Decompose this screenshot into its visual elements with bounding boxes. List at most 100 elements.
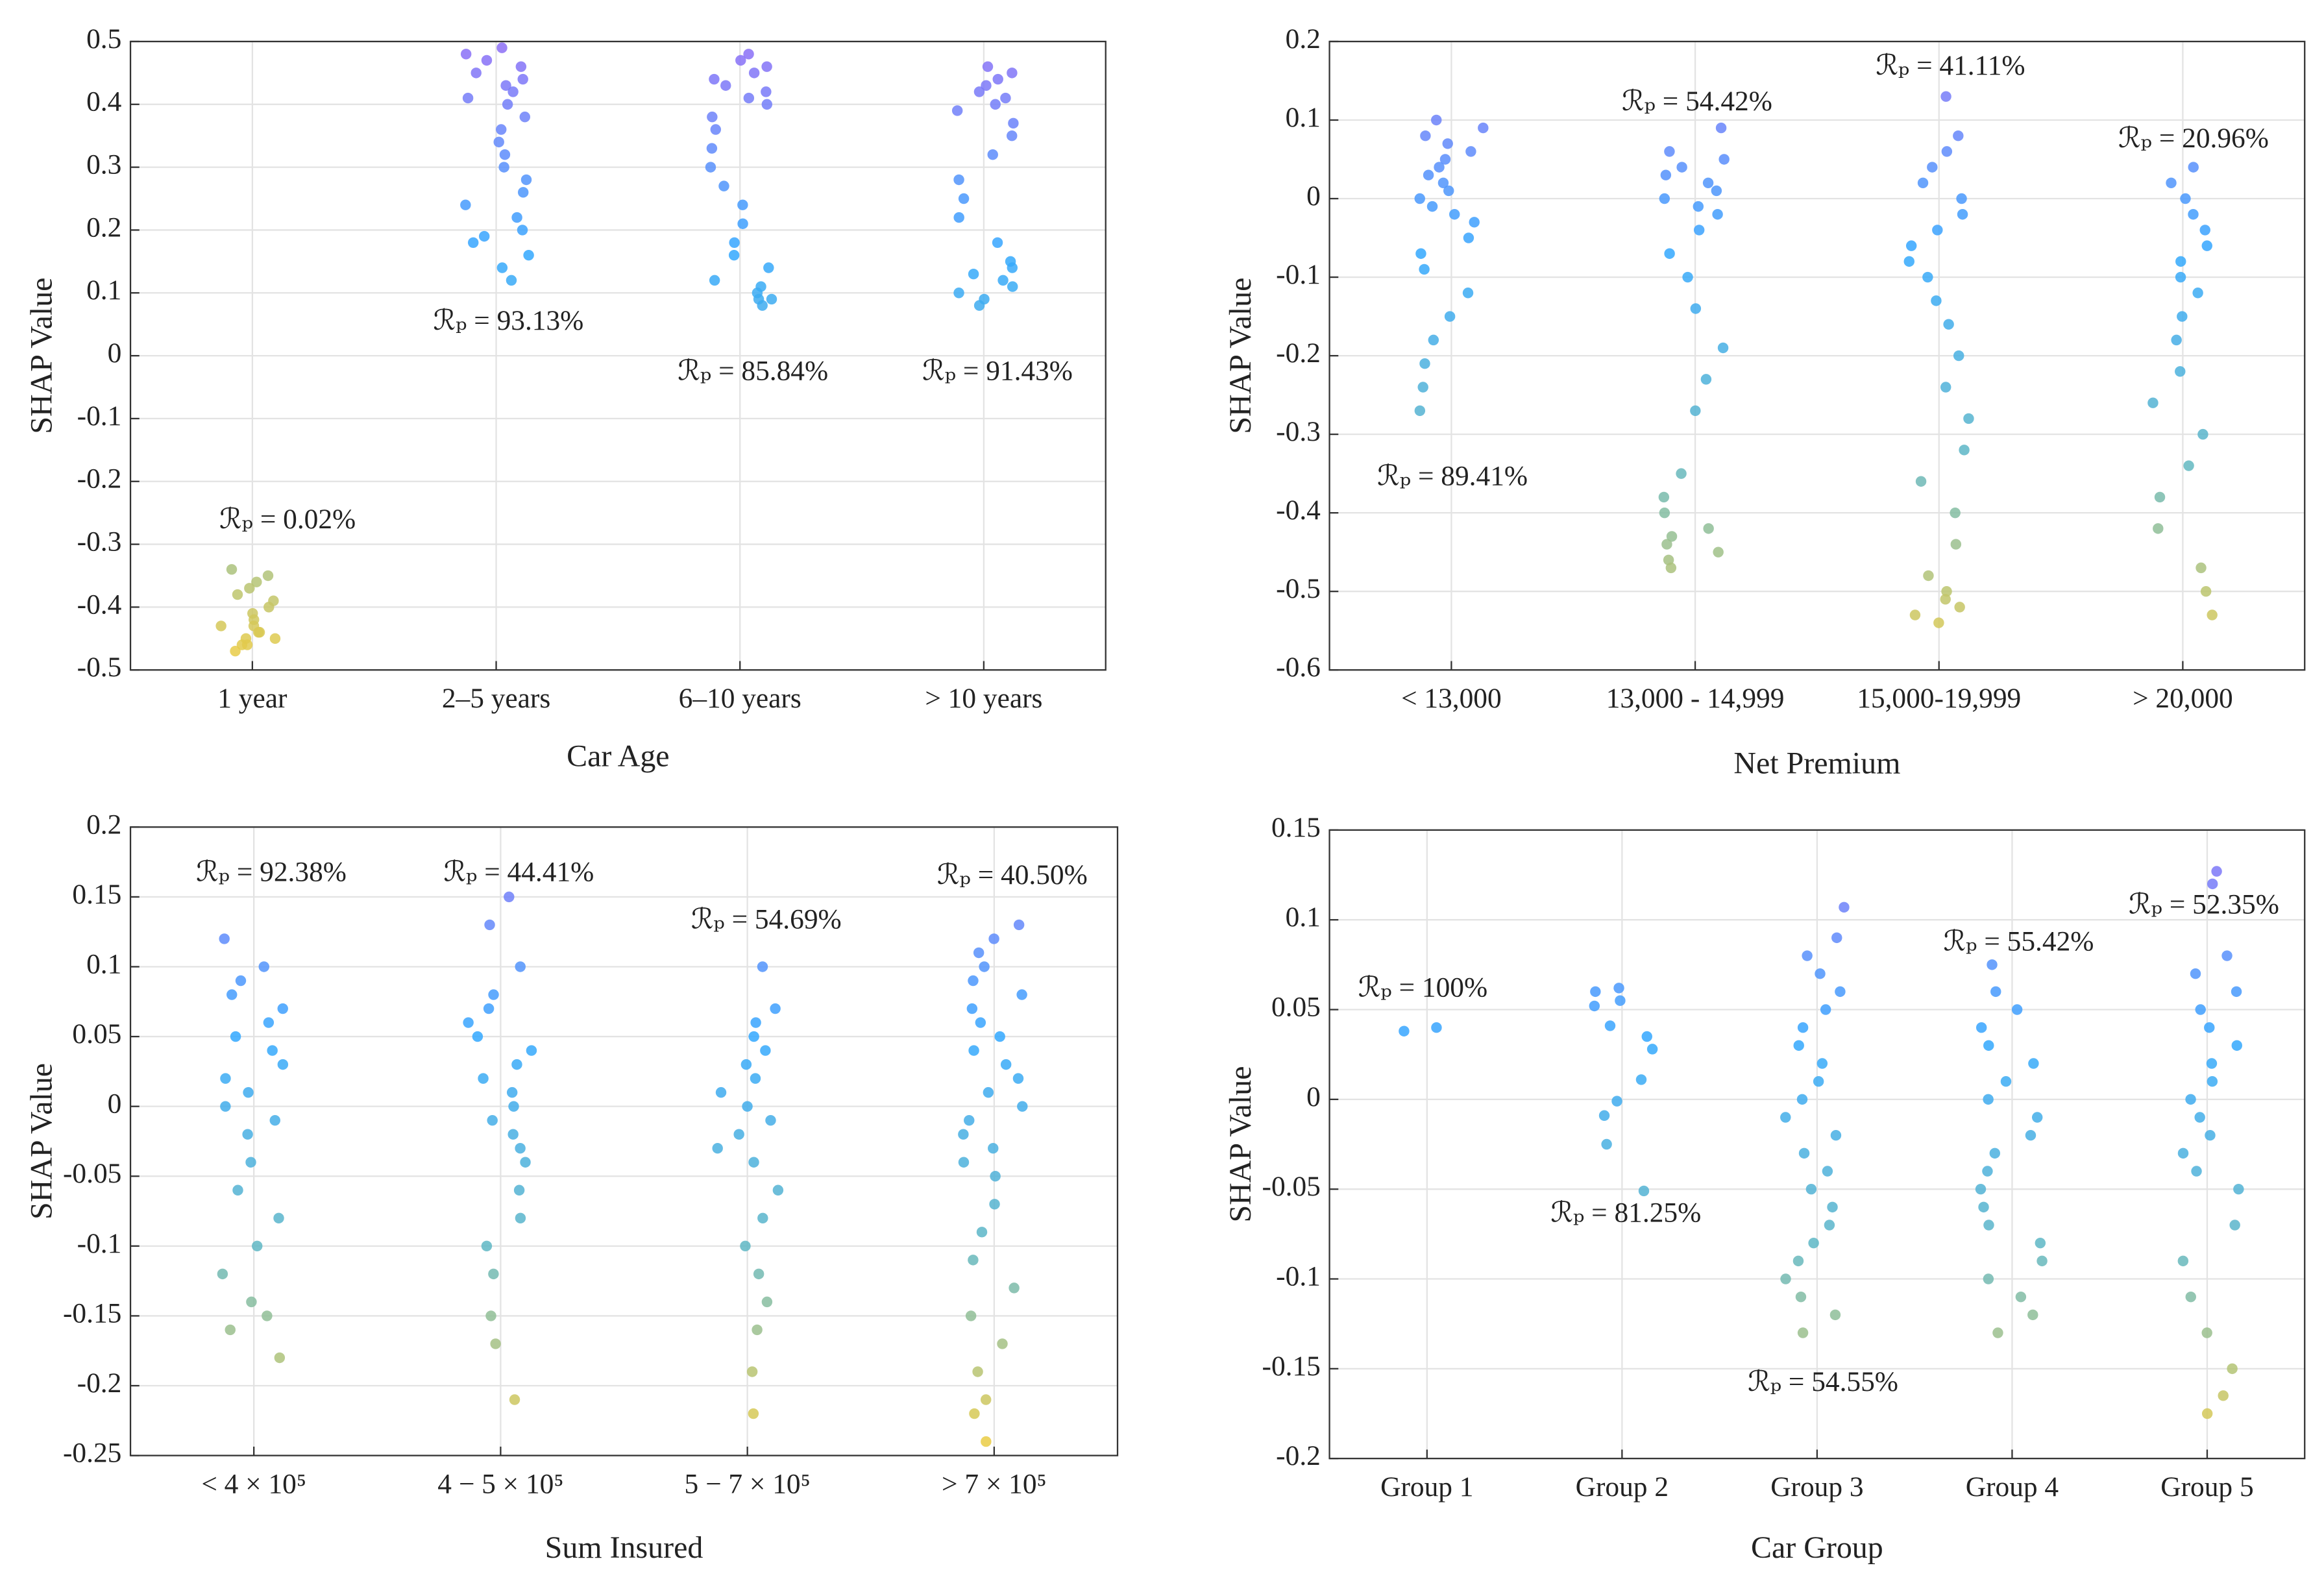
point — [2227, 1363, 2238, 1375]
point — [2200, 585, 2212, 597]
point — [242, 1129, 253, 1140]
point — [1419, 264, 1430, 275]
annotation: ℛₚ = 91.43% — [922, 355, 1073, 386]
point — [973, 86, 985, 97]
y-tick-label: -0.05 — [63, 1158, 121, 1189]
point — [217, 1268, 228, 1280]
x-tick-label: < 4 × 10⁵ — [201, 1469, 306, 1500]
x-tick-label: > 10 years — [925, 683, 1042, 714]
point — [1824, 1220, 1835, 1231]
point — [1711, 185, 1722, 197]
point — [506, 1086, 518, 1098]
point — [1839, 902, 1850, 913]
point — [513, 1184, 525, 1196]
y-tick-label: -0.15 — [1262, 1351, 1320, 1382]
plot-frame — [129, 826, 1119, 1456]
y-tick-label: 0.2 — [1286, 23, 1321, 55]
point — [988, 1142, 999, 1154]
x-tick-label: 13,000 - 14,999 — [1606, 683, 1785, 714]
point — [981, 80, 992, 91]
y-tick-label: 0.1 — [86, 948, 121, 979]
point — [472, 1031, 483, 1042]
point — [750, 1017, 761, 1028]
panel: -0.25 -0.2 -0.15 -0.1 -0.05 0 0.05 0.1 0.15 0.2 < … — [25, 809, 1119, 1565]
point — [2166, 177, 2177, 189]
point — [742, 1101, 753, 1112]
point — [520, 1157, 531, 1168]
point — [968, 975, 979, 987]
point — [2153, 523, 2164, 534]
point — [508, 1101, 519, 1112]
point — [1439, 154, 1451, 165]
point — [1666, 531, 1678, 542]
y-tick-label: -0.2 — [1276, 1440, 1321, 1471]
point — [498, 162, 509, 173]
point — [990, 1171, 1001, 1182]
y-tick-label: -0.3 — [1276, 416, 1321, 447]
point — [1000, 92, 1011, 104]
point — [504, 891, 515, 903]
point — [761, 1296, 773, 1308]
point — [1793, 1040, 1804, 1051]
point — [743, 49, 754, 60]
point — [997, 1338, 1008, 1349]
point — [987, 149, 998, 160]
point — [1615, 995, 1626, 1006]
x-tick-label: 6–10 years — [679, 683, 801, 714]
point — [1658, 491, 1670, 503]
point — [1399, 1025, 1410, 1037]
point — [772, 1184, 784, 1196]
point — [761, 86, 772, 97]
annotation: ℛₚ = 52.35% — [2129, 889, 2279, 920]
point — [235, 975, 247, 987]
point — [274, 1352, 286, 1364]
point — [1719, 154, 1730, 165]
point — [982, 61, 994, 72]
point — [1931, 295, 1942, 306]
point — [2037, 1255, 2048, 1267]
point — [1676, 162, 1687, 173]
point — [490, 1338, 501, 1349]
point — [1941, 585, 1952, 597]
point — [232, 1184, 243, 1196]
point — [997, 275, 1009, 286]
y-tick-label: 0.05 — [1271, 991, 1321, 1022]
point — [710, 124, 722, 135]
point — [487, 1114, 498, 1126]
point — [976, 1227, 988, 1238]
point — [1665, 562, 1677, 574]
y-tick-label: -0.1 — [77, 1228, 122, 1259]
point — [1927, 162, 1938, 173]
y-tick-label: -0.4 — [77, 589, 122, 620]
point — [1808, 1237, 1819, 1249]
point — [1664, 248, 1675, 259]
point — [277, 1059, 289, 1070]
point — [511, 212, 522, 223]
annotation: ℛₚ = 100% — [1358, 972, 1487, 1003]
point — [1659, 507, 1670, 519]
point — [1835, 986, 1846, 998]
point — [1780, 1112, 1791, 1123]
point — [509, 1394, 520, 1405]
y-tick-label: -0.1 — [1276, 1260, 1321, 1292]
point — [526, 1045, 537, 1056]
point — [1641, 1031, 1652, 1042]
point — [1423, 169, 1434, 180]
point — [481, 1240, 493, 1252]
point — [2201, 1408, 2213, 1419]
point — [757, 300, 768, 311]
point — [735, 55, 746, 66]
y-tick-label: -0.1 — [77, 400, 122, 432]
point — [1415, 248, 1426, 259]
point — [1660, 169, 1672, 180]
point — [2183, 460, 2194, 471]
point — [1702, 177, 1714, 189]
point — [467, 237, 479, 249]
point — [520, 174, 532, 186]
point — [1940, 382, 1951, 393]
point — [2231, 986, 2242, 998]
y-tick-label: 0.05 — [72, 1018, 121, 1049]
point — [973, 947, 985, 959]
annotation: ℛₚ = 40.50% — [937, 859, 1088, 890]
